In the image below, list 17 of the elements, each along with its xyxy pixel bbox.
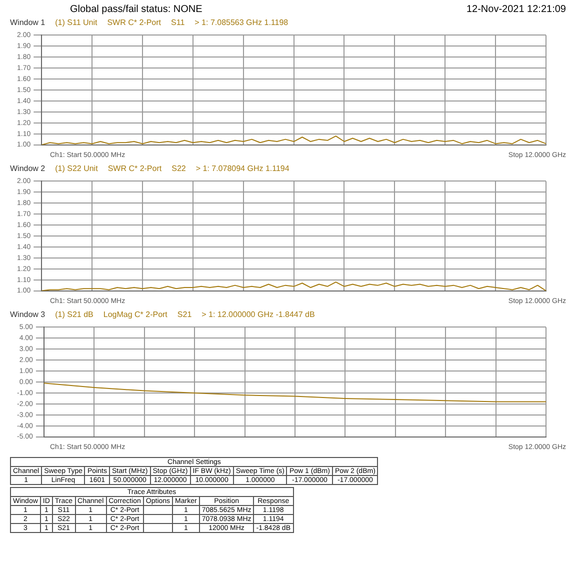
chart-title: Global pass/fail status: NONE (70, 4, 202, 15)
text: LogMag C* 2-Port (103, 310, 168, 319)
text: Window 3 (10, 310, 46, 319)
text: > 1: 7.085563 GHz 1.1198 (194, 18, 288, 27)
text: > 1: 12.000000 GHz -1.8447 dB (202, 310, 315, 319)
text: Window 2 (10, 164, 46, 173)
text: (1) S11 Unit (55, 18, 98, 27)
text: S22 (172, 164, 186, 173)
text: > 1: 7.078094 GHz 1.1194 (196, 164, 290, 173)
text: SWR C* 2-Port (107, 18, 162, 27)
chart-subtitle: 12-Nov-2021 12:21:09 (466, 4, 566, 15)
text: (1) S21 dB (55, 310, 94, 319)
text: SWR C* 2-Port (108, 164, 162, 173)
text: S21 (177, 310, 192, 319)
text: S11 (171, 18, 185, 27)
text: Window 1 (10, 18, 46, 27)
text: (1) S22 Unit (55, 164, 98, 173)
